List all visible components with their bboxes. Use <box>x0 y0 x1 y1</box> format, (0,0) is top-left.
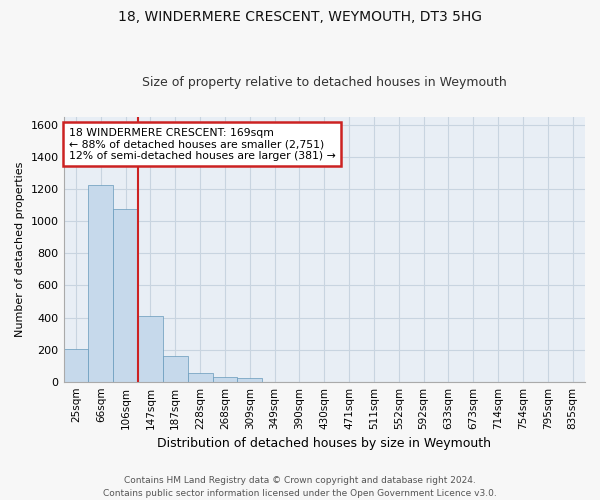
Bar <box>138 316 163 382</box>
Y-axis label: Number of detached properties: Number of detached properties <box>15 162 25 337</box>
Text: 18 WINDERMERE CRESCENT: 169sqm
← 88% of detached houses are smaller (2,751)
12% : 18 WINDERMERE CRESCENT: 169sqm ← 88% of … <box>69 128 335 161</box>
Bar <box>188 374 212 382</box>
Bar <box>88 185 113 382</box>
Bar <box>163 356 188 382</box>
Bar <box>238 378 262 382</box>
Title: Size of property relative to detached houses in Weymouth: Size of property relative to detached ho… <box>142 76 506 90</box>
X-axis label: Distribution of detached houses by size in Weymouth: Distribution of detached houses by size … <box>157 437 491 450</box>
Bar <box>64 349 88 382</box>
Bar <box>113 210 138 382</box>
Text: 18, WINDERMERE CRESCENT, WEYMOUTH, DT3 5HG: 18, WINDERMERE CRESCENT, WEYMOUTH, DT3 5… <box>118 10 482 24</box>
Text: Contains HM Land Registry data © Crown copyright and database right 2024.
Contai: Contains HM Land Registry data © Crown c… <box>103 476 497 498</box>
Bar <box>212 377 238 382</box>
